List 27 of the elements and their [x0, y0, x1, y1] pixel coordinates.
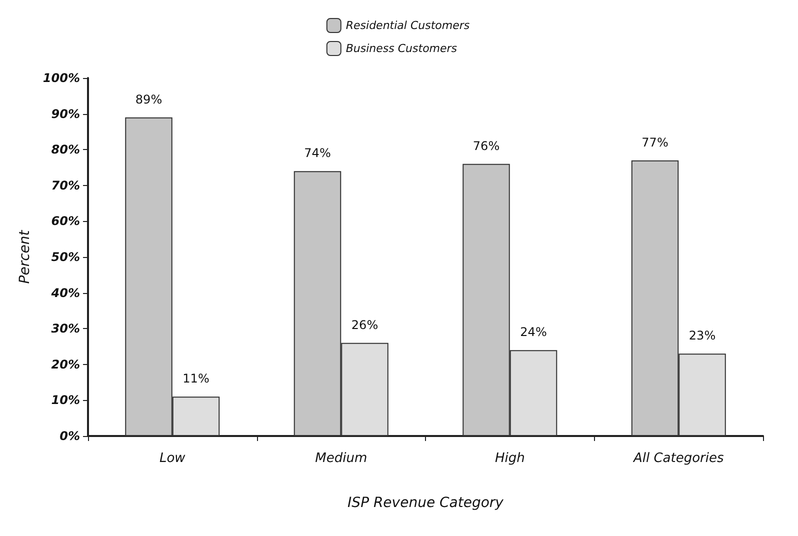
y-tick-label: 20%	[51, 357, 80, 372]
x-tick-label: All Categories	[632, 451, 724, 466]
y-tick-label: 90%	[51, 106, 80, 121]
data-label: 77%	[642, 135, 668, 150]
legend-label: Business Customers	[346, 42, 458, 55]
y-tick-label: 10%	[51, 393, 80, 408]
y-tick-label: 100%	[42, 71, 80, 85]
x-tick-label: Medium	[315, 451, 368, 466]
y-tick-label: 50%	[51, 250, 80, 264]
data-label: 26%	[351, 318, 378, 332]
y-tick-label: 60%	[51, 214, 80, 228]
y-tick-label: 40%	[50, 286, 80, 300]
data-label: 23%	[688, 328, 716, 343]
data-label: 11%	[182, 372, 210, 386]
x-axis-title: ISP Revenue Category	[348, 495, 504, 511]
y-tick-label: 0%	[60, 429, 80, 443]
data-label: 76%	[472, 138, 500, 153]
data-label: 24%	[520, 325, 547, 340]
data-label: 89%	[135, 92, 162, 106]
y-axis-title: Percent	[17, 230, 34, 284]
y-tick-label: 70%	[51, 178, 80, 192]
data-label: 74%	[304, 146, 331, 160]
x-tick-label: Low	[159, 451, 186, 466]
y-tick-label: 30%	[51, 322, 80, 336]
legend-label: Residential Customers	[346, 19, 470, 32]
x-tick-label: High	[494, 451, 525, 466]
y-tick-label: 80%	[51, 142, 80, 157]
